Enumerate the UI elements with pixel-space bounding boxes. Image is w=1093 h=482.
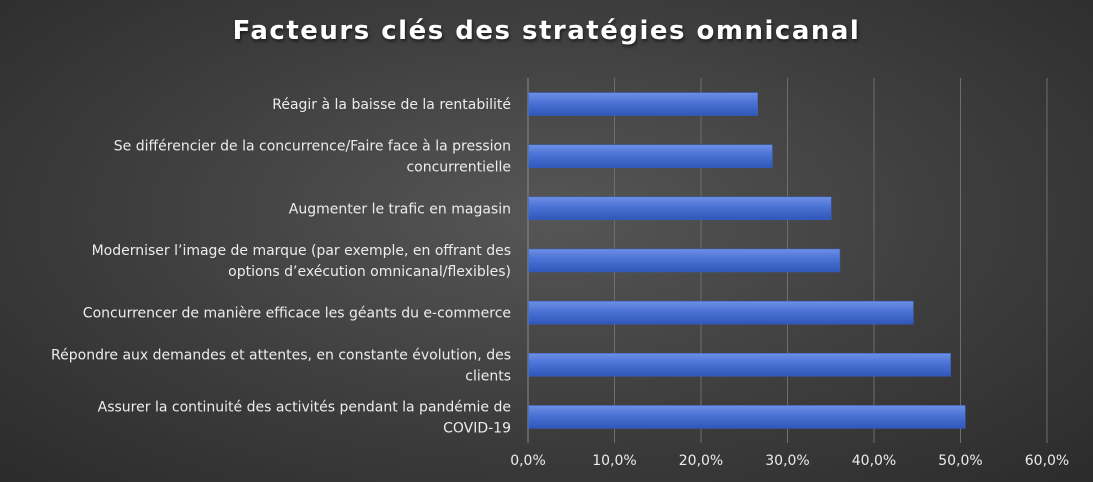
bar — [528, 353, 951, 377]
x-tick-label: 10,0% — [592, 453, 636, 469]
x-tick-label: 40,0% — [852, 453, 896, 469]
category-label: Se différencier de la concurrence/Faire … — [114, 139, 511, 176]
category-label: Réagir à la baisse de la rentabilité — [272, 97, 511, 113]
chart-title: Facteurs clés des stratégies omnicanal — [232, 16, 861, 46]
category-labels: Réagir à la baisse de la rentabilité Se d… — [51, 97, 511, 436]
x-axis-ticks: 0,0% 10,0% 20,0% 30,0% 40,0% 50,0% 60,0% — [510, 453, 1069, 469]
bar — [528, 300, 914, 325]
x-tick-label: 20,0% — [679, 453, 723, 469]
bar — [528, 196, 832, 221]
category-label: Concurrencer de manière efficace les géa… — [83, 306, 511, 322]
bar — [528, 92, 758, 116]
bar — [528, 248, 841, 273]
category-label: Assurer la continuité des activités pend… — [98, 399, 511, 436]
x-tick-label: 50,0% — [938, 453, 982, 469]
x-tick-label: 30,0% — [765, 453, 809, 469]
x-tick-label: 0,0% — [510, 453, 546, 469]
bars — [528, 92, 966, 429]
bar — [528, 405, 966, 429]
category-label: Répondre aux demandes et attentes, en co… — [51, 347, 511, 384]
category-label: Augmenter le trafic en magasin — [289, 201, 511, 217]
bar — [528, 144, 773, 168]
category-label: Moderniser l’image de marque (par exempl… — [92, 243, 511, 280]
x-tick-label: 60,0% — [1025, 453, 1069, 469]
